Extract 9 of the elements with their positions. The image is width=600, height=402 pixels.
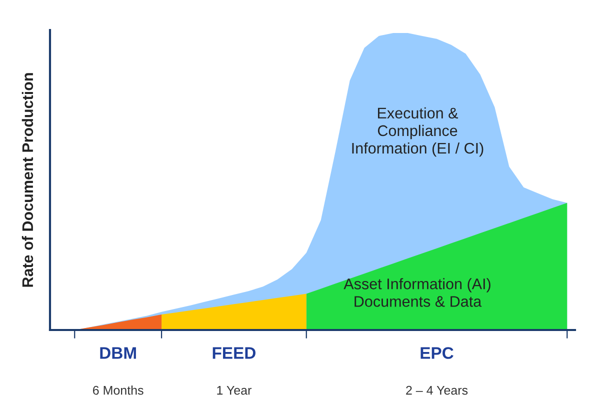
text: EPC	[420, 347, 454, 359]
text: 1 Year	[217, 386, 252, 395]
text: 2 – 4 Years	[406, 386, 468, 395]
series-label: Asset Information (AI) Documents & Data	[344, 278, 490, 307]
y-axis-title: Rate of Document Production	[22, 73, 34, 287]
text: FEED	[212, 347, 256, 359]
text: 6 Months	[93, 386, 144, 395]
series-label: Execution & Compliance Information (EI / CI)	[352, 107, 484, 157]
text: DBM	[100, 347, 136, 359]
